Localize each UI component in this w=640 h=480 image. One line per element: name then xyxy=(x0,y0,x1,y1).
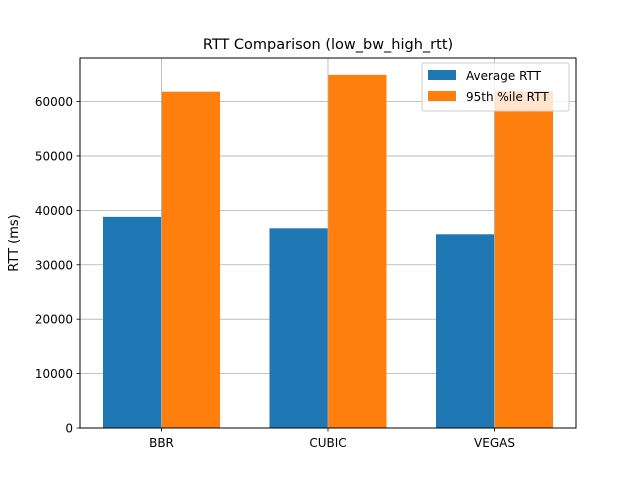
x-axis: BBR CUBIC VEGAS xyxy=(149,428,515,450)
bar-bbr-series-1 xyxy=(161,91,220,428)
legend-swatch-1 xyxy=(428,91,456,101)
x-tick-label-vegas: VEGAS xyxy=(474,436,515,450)
x-tick-label-bbr: BBR xyxy=(149,436,174,450)
y-tick-label: 40000 xyxy=(35,204,73,218)
y-tick-label: 50000 xyxy=(35,149,73,163)
bar-cubic-series-0 xyxy=(269,228,328,428)
bar-bbr-series-0 xyxy=(103,216,162,428)
bars xyxy=(103,74,553,429)
y-axis: 0 10000 20000 30000 40000 50000 60000 xyxy=(35,95,80,436)
y-tick-label: 10000 xyxy=(35,367,73,381)
y-axis-title: RTT (ms) xyxy=(7,214,22,271)
legend-swatch-0 xyxy=(428,70,456,80)
chart-title: RTT Comparison (low_bw_high_rtt) xyxy=(203,37,453,53)
legend-box xyxy=(421,62,570,112)
y-tick-label: 20000 xyxy=(35,313,73,327)
legend-label-1: 95th %ile RTT xyxy=(466,90,549,104)
legend: Average RTT 95th %ile RTT xyxy=(421,62,570,112)
x-tick-label-cubic: CUBIC xyxy=(309,436,346,450)
vertical-gridlines xyxy=(161,58,495,428)
y-tick-label: 60000 xyxy=(35,95,73,109)
bar-vegas-series-1 xyxy=(494,91,553,429)
y-tick-label: 0 xyxy=(65,422,73,436)
y-tick-label: 30000 xyxy=(35,258,73,272)
bar-cubic-series-1 xyxy=(328,74,387,428)
legend-label-0: Average RTT xyxy=(466,69,542,83)
bar-vegas-series-0 xyxy=(436,234,495,428)
